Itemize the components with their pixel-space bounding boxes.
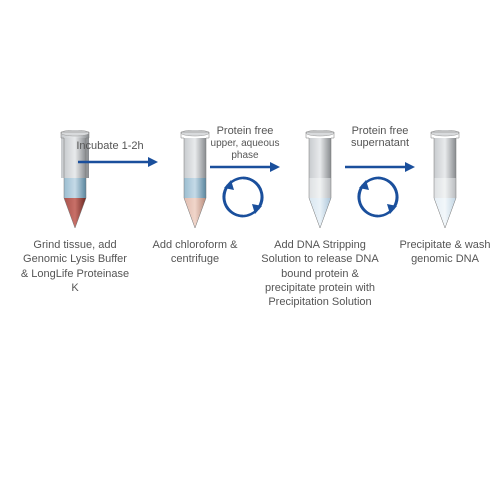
dna-extraction-flowchart: Grind tissue, add Genomic Lysis Buffer &… bbox=[0, 0, 500, 500]
step-4-label: Precipitate & wash genomic DNA bbox=[395, 238, 495, 267]
step-3-label: Add DNA Stripping Solution to release DN… bbox=[260, 238, 380, 309]
step-1-label: Grind tissue, add Genomic Lysis Buffer &… bbox=[20, 238, 130, 295]
arrow-1-label: Incubate 1-2h bbox=[70, 140, 150, 152]
tube-icon-4 bbox=[423, 130, 467, 230]
step-2-label: Add chloroform & centrifuge bbox=[145, 238, 245, 267]
step-4: Precipitate & wash genomic DNA bbox=[395, 130, 495, 267]
